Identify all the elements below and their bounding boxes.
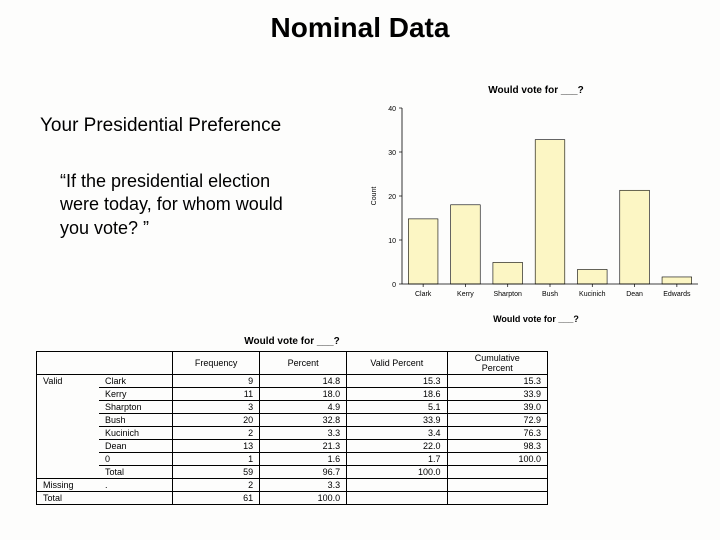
chart-xlabel: Would vote for ___? (366, 314, 706, 324)
chart-title: Would vote for ___? (366, 85, 706, 96)
table-title: Would vote for ___? (36, 336, 548, 347)
svg-text:30: 30 (388, 150, 396, 157)
svg-text:Count: Count (371, 187, 378, 206)
svg-text:0: 0 (392, 282, 396, 289)
table: FrequencyPercentValid PercentCumulativeP… (36, 351, 548, 505)
svg-text:Sharpton: Sharpton (494, 291, 523, 298)
svg-text:10: 10 (388, 238, 396, 245)
svg-text:20: 20 (388, 194, 396, 201)
svg-text:Kucinich: Kucinich (579, 291, 606, 298)
frequency-table: Would vote for ___? FrequencyPercentVali… (36, 336, 548, 505)
svg-text:Bush: Bush (542, 291, 558, 298)
svg-text:Edwards: Edwards (663, 291, 691, 298)
svg-text:Kerry: Kerry (457, 291, 474, 298)
chart-canvas: 0 10 20 30 40 Count Clark Kerry Sharpton Bush Kuci… (366, 102, 706, 312)
svg-text:Dean: Dean (626, 291, 643, 298)
svg-text:Clark: Clark (415, 291, 432, 298)
subtitle: Your Presidential Preference (40, 115, 281, 137)
survey-question: “If the presidential election were today… (60, 170, 310, 240)
svg-text:40: 40 (388, 106, 396, 113)
page-title: Nominal Data (0, 0, 720, 44)
bar-chart: Would vote for ___? 0 10 20 30 40 Count Clark K… (366, 85, 706, 325)
